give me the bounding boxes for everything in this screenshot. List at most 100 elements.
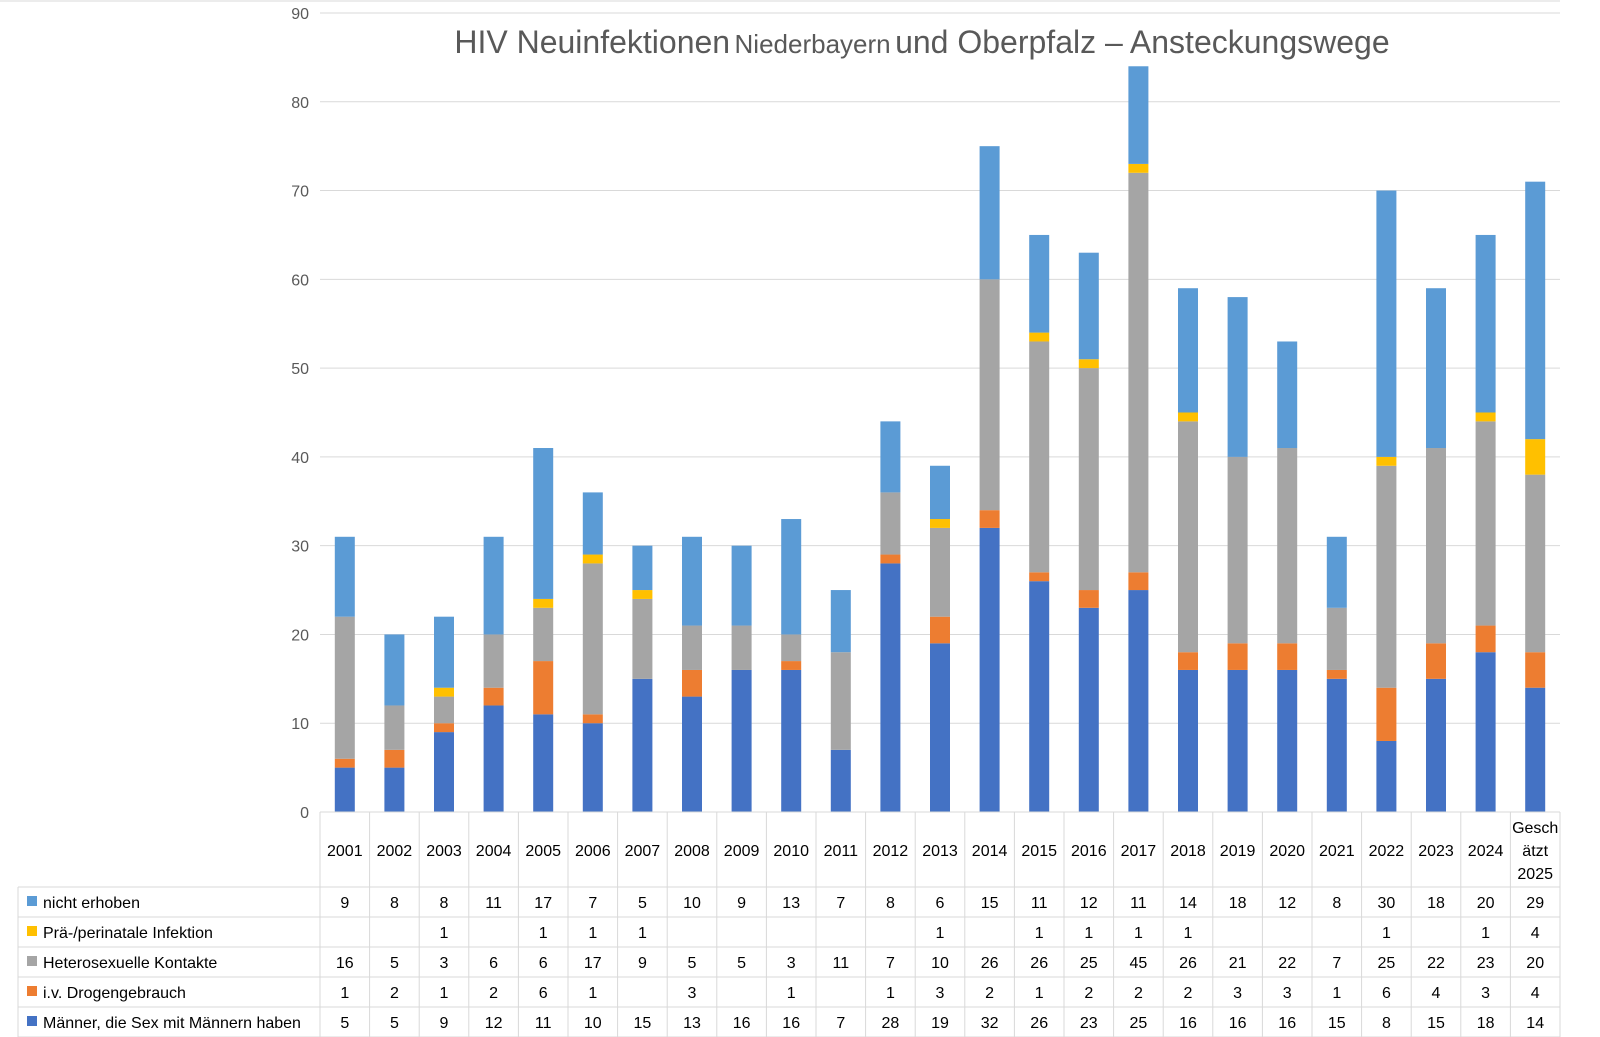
bar-segment [1525, 652, 1546, 688]
data-value: 1 [340, 985, 349, 1002]
data-value: 26 [981, 955, 999, 972]
bar-segment [483, 705, 504, 812]
bar-segment [434, 616, 454, 688]
data-value: 1 [787, 985, 796, 1002]
data-value: 18 [1229, 895, 1247, 912]
data-value: 3 [688, 985, 697, 1002]
data-value: 9 [340, 895, 349, 912]
legend-key [27, 926, 37, 936]
data-value: 11 [535, 1015, 552, 1032]
y-tick-label: 10 [291, 716, 309, 733]
bar-segment [1029, 234, 1050, 333]
bar-segment [533, 661, 554, 715]
bar-segment [1525, 474, 1546, 653]
data-value: 22 [1427, 955, 1445, 972]
bar-segment [1475, 652, 1496, 812]
category-label-line: Gesch [1512, 820, 1558, 837]
bar-segment [632, 678, 653, 812]
category-label: 2015 [1021, 843, 1057, 860]
bar-segment [1029, 572, 1050, 582]
data-value: 25 [1378, 955, 1396, 972]
data-value: 19 [931, 1015, 949, 1032]
data-value: 1 [1332, 985, 1341, 1002]
y-axis-ticks: 0 10 20 30 40 50 60 70 80 90 [291, 6, 309, 822]
bar-segment [1376, 465, 1397, 688]
bar-segment [930, 527, 950, 617]
bar-segment [1029, 581, 1050, 812]
bar-segment [682, 696, 702, 812]
bar-segment [1227, 643, 1248, 670]
data-value: 6 [539, 985, 548, 1002]
chart-title: HIV Neuinfektionen Niederbayern und Ober… [454, 24, 1389, 60]
data-value: 26 [1179, 955, 1197, 972]
bar-segment [979, 279, 1000, 511]
bar-segment [1376, 190, 1397, 457]
category-label: 2016 [1071, 843, 1107, 860]
data-value: 17 [584, 955, 602, 972]
bar-segment [1227, 669, 1248, 812]
category-label: 2014 [972, 843, 1008, 860]
bar-segment [1475, 625, 1496, 653]
data-value: 8 [886, 895, 895, 912]
bar-segment [1525, 181, 1546, 440]
data-value: 9 [440, 1015, 449, 1032]
bar-segment [781, 661, 802, 670]
data-value: 13 [782, 895, 800, 912]
category-label: 2005 [525, 843, 561, 860]
bar-segment [731, 545, 752, 626]
data-value: 8 [1332, 895, 1341, 912]
bar-segment [533, 448, 554, 599]
data-value: 16 [1278, 1015, 1296, 1032]
data-value: 4 [1432, 985, 1441, 1002]
legend-label: Prä-/perinatale Infektion [43, 925, 213, 942]
bar-segment [582, 492, 603, 555]
category-label: 2002 [377, 843, 413, 860]
data-value: 10 [683, 895, 701, 912]
data-value: 16 [782, 1015, 800, 1032]
category-label: 2019 [1220, 843, 1256, 860]
bar-segment [582, 554, 603, 564]
bar-segment [1178, 412, 1198, 422]
data-value: 2 [985, 985, 994, 1002]
data-value: 7 [886, 955, 895, 972]
data-value: 7 [836, 895, 845, 912]
data-value: 2 [1184, 985, 1193, 1002]
legend-key [27, 986, 37, 996]
bar-segment [1128, 172, 1149, 573]
data-value: 16 [1229, 1015, 1247, 1032]
data-value: 28 [882, 1015, 900, 1032]
data-value: 20 [1526, 955, 1544, 972]
data-value: 22 [1278, 955, 1296, 972]
bar-segment [1227, 297, 1248, 457]
category-label: 2003 [426, 843, 462, 860]
legend-label: Heterosexuelle Kontakte [43, 955, 217, 972]
data-value: 6 [1382, 985, 1391, 1002]
bar-segment [880, 554, 901, 564]
bar-segment [979, 146, 1000, 280]
bar-segment [1128, 163, 1149, 173]
category-label: 2011 [824, 843, 859, 860]
bar-segment [979, 510, 1000, 528]
bar-segment [1078, 590, 1099, 608]
data-value: 12 [485, 1015, 503, 1032]
bar-segment [582, 563, 603, 715]
data-value: 15 [1427, 1015, 1445, 1032]
title-rest: und Oberpfalz – Ansteckungswege [895, 24, 1390, 60]
bar-segment [830, 749, 851, 812]
data-value: 26 [1030, 955, 1048, 972]
bar-segment [880, 421, 901, 493]
y-tick-label: 70 [291, 184, 309, 201]
bar-segment [1227, 456, 1248, 644]
data-value: 1 [936, 925, 945, 942]
data-value: 3 [1233, 985, 1242, 1002]
data-value: 5 [638, 895, 647, 912]
bar-segment [1029, 332, 1050, 342]
bar-segment [1277, 341, 1298, 449]
bar-segment [1078, 359, 1099, 369]
bar-segment [682, 625, 702, 670]
data-value: 4 [1531, 925, 1540, 942]
bar-segment [1426, 678, 1446, 812]
bar-segment [880, 492, 901, 555]
bar-segment [434, 696, 454, 724]
